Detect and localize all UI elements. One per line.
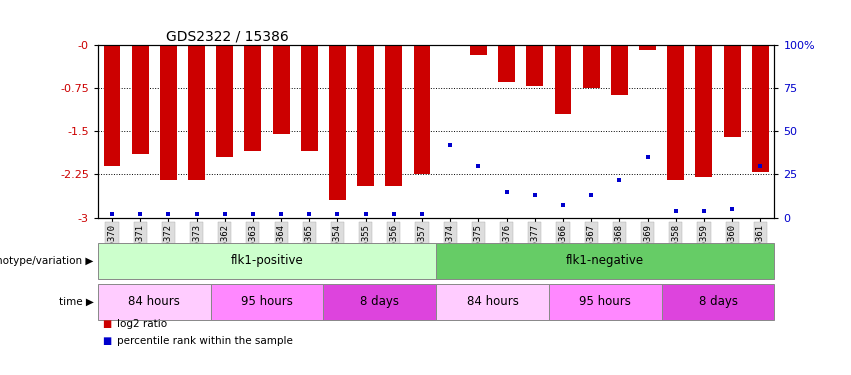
Bar <box>498 45 515 82</box>
Bar <box>301 45 317 152</box>
Bar <box>752 45 768 171</box>
Text: 8 days: 8 days <box>360 296 399 308</box>
Text: ■: ■ <box>102 320 111 329</box>
Text: time ▶: time ▶ <box>59 297 94 307</box>
Bar <box>470 45 487 56</box>
Bar <box>98 243 437 279</box>
Bar <box>549 284 662 320</box>
Bar <box>104 45 121 166</box>
Bar <box>526 45 543 86</box>
Bar <box>98 284 211 320</box>
Bar <box>442 45 459 46</box>
Bar <box>555 45 572 114</box>
Bar <box>583 45 600 88</box>
Bar <box>188 45 205 180</box>
Bar <box>272 45 289 134</box>
Text: ■: ■ <box>102 336 111 346</box>
Text: GDS2322 / 15386: GDS2322 / 15386 <box>166 29 288 43</box>
Text: 95 hours: 95 hours <box>580 296 631 308</box>
Bar <box>216 45 233 157</box>
Bar <box>244 45 261 152</box>
Text: flk1-negative: flk1-negative <box>566 254 644 267</box>
Bar <box>695 45 712 177</box>
Bar <box>437 243 774 279</box>
Text: genotype/variation ▶: genotype/variation ▶ <box>0 256 94 266</box>
Text: flk1-positive: flk1-positive <box>231 254 303 267</box>
Bar <box>611 45 628 95</box>
Bar <box>667 45 684 180</box>
Bar <box>662 284 774 320</box>
Bar <box>357 45 374 186</box>
Bar <box>386 45 403 186</box>
Bar <box>211 284 323 320</box>
Text: 84 hours: 84 hours <box>466 296 518 308</box>
Text: percentile rank within the sample: percentile rank within the sample <box>117 336 294 346</box>
Text: 84 hours: 84 hours <box>129 296 180 308</box>
Bar <box>723 45 740 137</box>
Bar <box>160 45 177 180</box>
Text: 95 hours: 95 hours <box>241 296 293 308</box>
Bar <box>414 45 431 174</box>
Bar <box>639 45 656 50</box>
Bar <box>329 45 346 200</box>
Bar <box>437 284 549 320</box>
Text: log2 ratio: log2 ratio <box>117 320 168 329</box>
Text: 8 days: 8 days <box>699 296 738 308</box>
Bar <box>323 284 437 320</box>
Bar <box>132 45 149 154</box>
